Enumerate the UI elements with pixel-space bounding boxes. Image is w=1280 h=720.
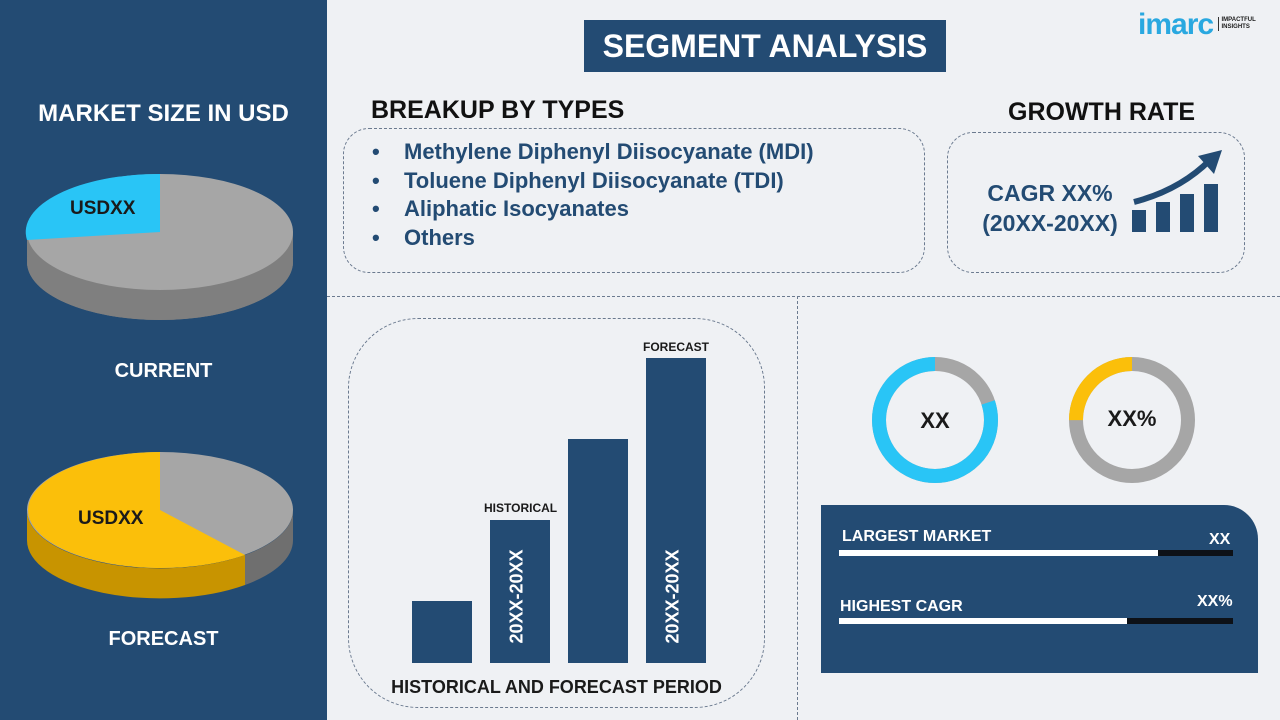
growth-heading: GROWTH RATE	[1008, 98, 1196, 126]
type-item: Others	[372, 224, 814, 253]
pie-slice-yellow	[28, 452, 245, 568]
forecast-range: 20XX-20XX	[662, 549, 683, 644]
current-pie	[25, 173, 293, 320]
stat-label: HIGHEST CAGR	[840, 598, 963, 615]
donut-1-value: XX	[920, 408, 950, 433]
donut-2-value: XX%	[1107, 406, 1157, 431]
type-item: Aliphatic Isocyanates	[372, 195, 814, 224]
forecast-label: FORECAST	[108, 628, 219, 650]
page-title: SEGMENT ANALYSIS	[584, 20, 946, 72]
historical-range: 20XX-20XX	[506, 549, 527, 644]
divider	[327, 296, 1280, 297]
growth-chart-arrow-icon	[1132, 150, 1222, 232]
stat-label: LARGEST MARKET	[842, 528, 992, 545]
donut-2	[1069, 357, 1195, 483]
pie-slice-cyan	[25, 173, 160, 240]
imarc-logo: imarc IMPACTFUL INSIGHTS	[1138, 8, 1256, 41]
stat-bar	[839, 618, 1233, 624]
stat-value: XX	[1209, 531, 1231, 548]
donut-1	[872, 357, 998, 483]
historical-label: HISTORICAL	[484, 501, 558, 515]
period-footer: HISTORICAL AND FORECAST PERIOD	[391, 677, 722, 697]
bar-forecast	[646, 358, 706, 663]
cagr-value: CAGR XX%	[987, 180, 1113, 206]
breakup-heading: BREAKUP BY TYPES	[371, 96, 625, 124]
type-item: Methylene Diphenyl Diisocyanate (MDI)	[372, 138, 814, 167]
cagr-period: (20XX-20XX)	[982, 210, 1118, 236]
bar-historical	[490, 520, 550, 663]
stat-value: XX%	[1197, 593, 1233, 610]
type-item: Toluene Diphenyl Diisocyanate (TDI)	[372, 167, 814, 196]
breakup-box: Methylene Diphenyl Diisocyanate (MDI) To…	[343, 128, 925, 273]
bar	[568, 439, 628, 663]
current-label: CURRENT	[114, 360, 213, 382]
forecast-label: FORECAST	[643, 340, 709, 354]
left-panel	[0, 0, 327, 720]
divider	[797, 296, 798, 720]
forecast-pie	[26, 452, 294, 599]
current-value: USDXX	[70, 198, 136, 219]
stats-panel	[821, 505, 1258, 673]
market-size-heading: MARKET SIZE IN USD	[38, 100, 289, 127]
growth-box	[947, 132, 1245, 273]
stat-bar	[839, 550, 1233, 556]
forecast-value: USDXX	[78, 508, 144, 529]
cagr-text: CAGR XX% (20XX-20XX)	[970, 178, 1130, 238]
bar	[412, 601, 472, 663]
period-chart-box	[348, 318, 765, 708]
